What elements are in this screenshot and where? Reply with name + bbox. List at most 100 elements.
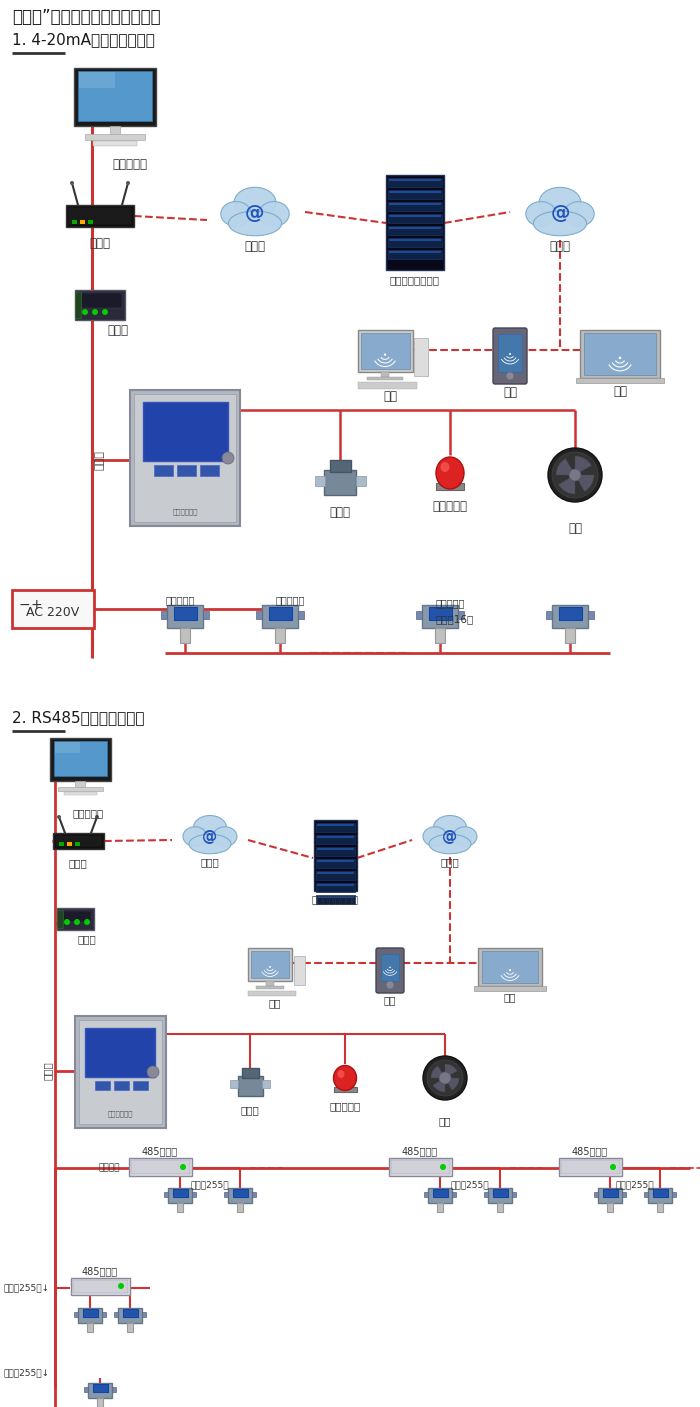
Circle shape: [269, 967, 271, 968]
Bar: [437, 1203, 443, 1211]
Bar: [262, 1081, 270, 1088]
Circle shape: [180, 1164, 186, 1171]
Bar: [114, 1081, 129, 1090]
Ellipse shape: [259, 201, 289, 227]
Circle shape: [126, 182, 130, 184]
Bar: [316, 834, 355, 844]
Circle shape: [619, 356, 622, 359]
Text: −: −: [18, 598, 30, 612]
Bar: [388, 250, 442, 259]
Circle shape: [440, 1164, 446, 1171]
Circle shape: [439, 1072, 451, 1083]
Bar: [69, 208, 131, 224]
Text: 485中继器: 485中继器: [402, 1145, 438, 1157]
Circle shape: [610, 1164, 616, 1171]
Bar: [84, 1387, 88, 1392]
Bar: [657, 1203, 663, 1211]
Ellipse shape: [228, 211, 281, 236]
Bar: [316, 871, 355, 879]
Bar: [458, 611, 464, 619]
Circle shape: [84, 919, 90, 924]
Text: 电磁阀: 电磁阀: [330, 507, 351, 519]
Text: 手机: 手机: [384, 995, 396, 1005]
Bar: [269, 606, 292, 620]
Text: 互联网: 互联网: [550, 241, 570, 253]
Bar: [334, 1088, 357, 1092]
Bar: [653, 1189, 668, 1197]
Bar: [428, 1188, 452, 1203]
Text: 路由器: 路由器: [69, 858, 88, 868]
Bar: [381, 371, 389, 377]
FancyBboxPatch shape: [376, 948, 404, 993]
Bar: [275, 628, 285, 643]
Text: 安恰尔网络服务器: 安恰尔网络服务器: [390, 274, 440, 286]
Ellipse shape: [189, 834, 231, 854]
Bar: [317, 825, 354, 826]
Text: 可连接255台: 可连接255台: [451, 1180, 489, 1189]
Bar: [576, 378, 664, 383]
Circle shape: [548, 447, 602, 502]
Bar: [248, 991, 296, 996]
Bar: [381, 954, 399, 981]
Text: 可连接255台: 可连接255台: [616, 1180, 654, 1189]
Text: 可连接255台↓: 可连接255台↓: [4, 1283, 50, 1292]
Text: 可连接255台: 可连接255台: [190, 1180, 230, 1189]
Circle shape: [95, 815, 99, 819]
Bar: [488, 1188, 512, 1203]
Bar: [266, 981, 274, 986]
Bar: [123, 1309, 138, 1317]
Circle shape: [506, 371, 514, 380]
Bar: [75, 841, 80, 846]
Text: 转换器: 转换器: [108, 324, 129, 338]
Bar: [93, 1384, 108, 1392]
Text: 机气猫”系列带显示固定式检测仪: 机气猫”系列带显示固定式检测仪: [12, 8, 160, 25]
Bar: [238, 1076, 263, 1096]
Bar: [127, 1323, 133, 1332]
Bar: [622, 1192, 626, 1197]
Bar: [388, 203, 442, 211]
Text: 东贸时域主机: 东贸时域主机: [107, 1110, 133, 1117]
Text: 东贸时域主机: 东贸时域主机: [172, 508, 197, 515]
Bar: [59, 841, 64, 846]
Ellipse shape: [526, 201, 557, 227]
Bar: [594, 1192, 598, 1197]
Bar: [168, 1188, 192, 1203]
Wedge shape: [431, 1067, 445, 1078]
Bar: [317, 872, 354, 874]
Ellipse shape: [453, 827, 477, 846]
Circle shape: [57, 815, 61, 819]
Bar: [358, 331, 413, 371]
Ellipse shape: [220, 201, 251, 227]
Bar: [588, 611, 594, 619]
Bar: [317, 836, 354, 839]
Wedge shape: [559, 476, 575, 494]
Ellipse shape: [433, 816, 466, 840]
Ellipse shape: [213, 827, 237, 846]
Ellipse shape: [183, 827, 207, 846]
Bar: [386, 174, 444, 270]
Bar: [512, 1192, 516, 1197]
Bar: [598, 1188, 622, 1203]
Bar: [414, 338, 428, 376]
Ellipse shape: [234, 187, 276, 218]
Bar: [498, 333, 522, 371]
Bar: [561, 1159, 620, 1173]
Bar: [317, 860, 354, 862]
Bar: [129, 1158, 192, 1176]
Bar: [482, 951, 538, 983]
Text: 终端: 终端: [613, 386, 627, 398]
Ellipse shape: [333, 1065, 356, 1090]
Bar: [389, 203, 441, 205]
Bar: [367, 377, 403, 380]
Bar: [416, 611, 422, 619]
Text: @: @: [202, 829, 218, 844]
Bar: [497, 1203, 503, 1211]
Bar: [64, 792, 97, 795]
Bar: [80, 219, 85, 224]
Text: 电磁阀: 电磁阀: [241, 1104, 260, 1114]
Ellipse shape: [533, 211, 587, 236]
Bar: [131, 1159, 190, 1173]
Bar: [262, 605, 298, 628]
Bar: [484, 1192, 488, 1197]
Ellipse shape: [440, 461, 449, 471]
